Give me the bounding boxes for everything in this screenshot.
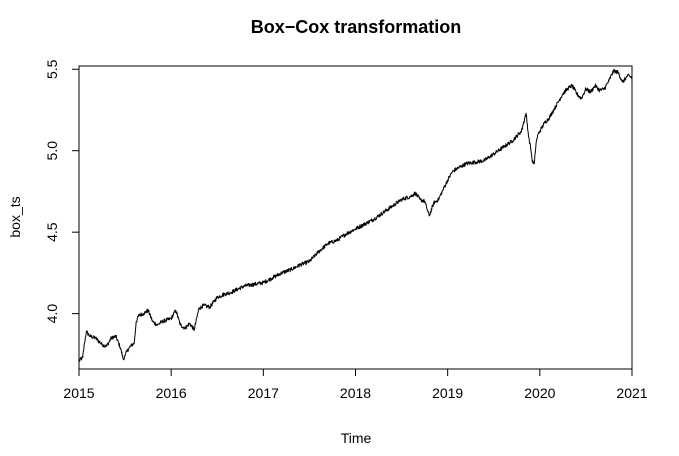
y-tick-label: 5.0 (44, 141, 60, 161)
y-tick-label: 5.5 (44, 59, 60, 79)
x-tick-label: 2016 (156, 385, 187, 401)
series-layer (78, 68, 633, 362)
x-axis-label: Time (341, 430, 372, 446)
y-tick-label: 4.0 (44, 304, 60, 324)
plot-frame (78, 65, 633, 370)
series-line (78, 68, 633, 362)
x-tick-label: 2019 (432, 385, 463, 401)
x-tick-label: 2015 (63, 385, 94, 401)
y-axis: 4.0 4.5 5.0 5.5 (44, 59, 80, 324)
x-tick-label: 2020 (524, 385, 555, 401)
x-tick-label: 2018 (340, 385, 371, 401)
x-tick-label: 2017 (248, 385, 279, 401)
x-tick-label: 2021 (616, 385, 647, 401)
y-tick-label: 4.5 (44, 222, 60, 242)
x-axis: 2015 2016 2017 2018 2019 2020 2021 (63, 368, 648, 401)
y-axis-label: box_ts (7, 196, 23, 237)
chart-title: Box−Cox transformation (251, 17, 462, 37)
